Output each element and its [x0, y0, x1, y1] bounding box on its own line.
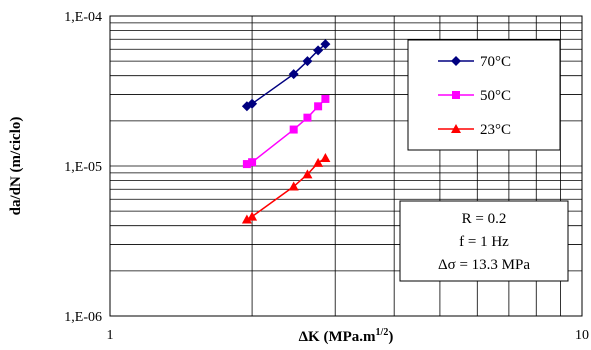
y-tick-label: 1,E-05 [64, 160, 102, 175]
data-point [302, 169, 313, 179]
data-point [248, 158, 257, 167]
x-tick-label: 10 [575, 328, 589, 343]
annotation-text: Δσ = 13.3 MPa [438, 257, 530, 273]
data-point [241, 214, 252, 224]
data-point [303, 113, 312, 122]
data-point [302, 56, 313, 67]
test-conditions-box: R = 0.2 f = 1 Hz Δσ = 13.3 MPa [399, 200, 569, 282]
data-point [288, 181, 299, 191]
annotation-text: f = 1 Hz [459, 234, 509, 250]
data-point [289, 125, 298, 134]
y-axis-label: da/dN (m/ciclo) [8, 117, 24, 216]
legend-label: 23°C [480, 122, 511, 138]
data-point [314, 102, 323, 111]
legend-label: 50°C [480, 88, 511, 104]
data-point [321, 94, 330, 103]
data-point [242, 160, 251, 169]
y-tick-label: 1,E-06 [64, 310, 102, 325]
series-line [246, 157, 326, 221]
annotation-text: R = 0.2 [462, 211, 507, 227]
data-point [313, 157, 324, 167]
y-tick-label: 1,E-04 [64, 10, 102, 25]
series-line [246, 43, 326, 107]
legend-label: 70°C [480, 54, 511, 70]
series-line [246, 98, 326, 165]
plot-area [109, 15, 583, 317]
data-point [452, 91, 460, 99]
x-tick-label: 1 [107, 328, 114, 343]
data-point [320, 153, 331, 163]
legend: 70°C 50°C 23°C [407, 39, 561, 151]
data-point [247, 211, 258, 221]
data-point [451, 56, 461, 66]
x-axis-label: ΔK (MPa.m1/2) [299, 327, 394, 345]
data-point [320, 39, 331, 50]
series-group [241, 39, 331, 224]
data-point [247, 98, 258, 109]
legend-box [407, 39, 561, 151]
data-point [451, 124, 461, 133]
data-point [313, 45, 324, 56]
tick-labels: 1,E-06 1,E-05 1,E-04 1 10 [64, 10, 589, 343]
data-point [288, 69, 299, 80]
annotation-frame [399, 200, 569, 282]
